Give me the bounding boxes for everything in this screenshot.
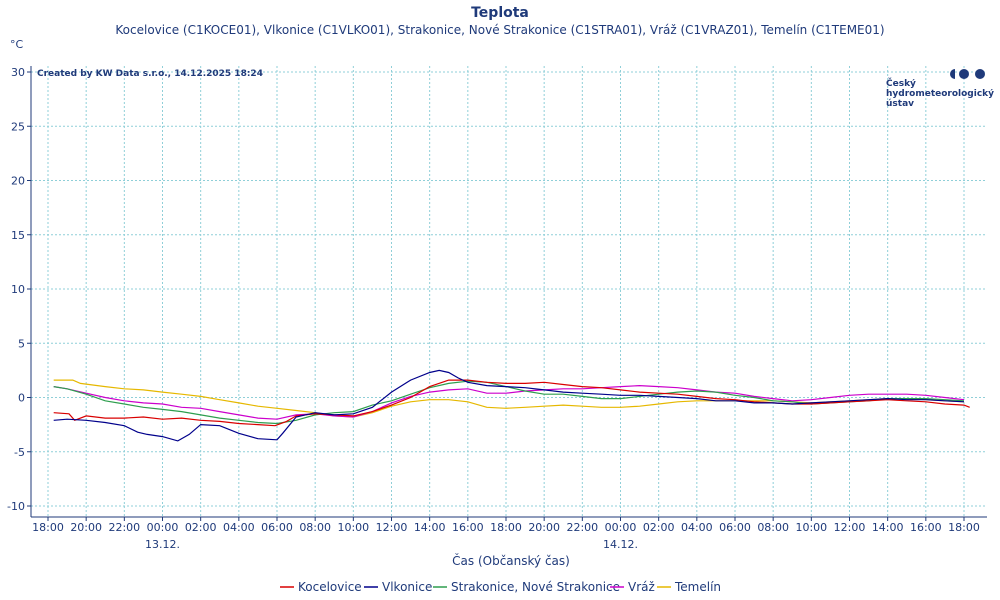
x-tick-label: 00:00: [605, 521, 637, 534]
x-tick-label: 12:00: [834, 521, 866, 534]
y-tick-label: 15: [11, 229, 25, 242]
y-tick-label: 0: [18, 392, 25, 405]
y-tick-label: 5: [18, 337, 25, 350]
chmi-logo: Český hydrometeorologický ústav: [886, 69, 994, 109]
logo-line-2: hydrometeorologický: [886, 89, 994, 99]
x-tick-label: 08:00: [299, 521, 331, 534]
chart-title: Teplota: [471, 5, 529, 21]
x-tick-label: 20:00: [70, 521, 102, 534]
y-tick-label: 20: [11, 175, 25, 188]
series-line-vr-: [53, 384, 965, 420]
series-line-kocelovice: [53, 379, 970, 427]
y-tick-label: 10: [11, 283, 25, 296]
axes: [27, 66, 987, 521]
y-tick-label: 25: [11, 120, 25, 133]
logo-line-3: ústav: [886, 99, 914, 109]
x-tick-label: 14:00: [872, 521, 904, 534]
y-tick-labels: 30 25 20 15 10 5 0 -5 -10: [7, 66, 25, 513]
legend-label: Strakonice, Nové Strakonice: [451, 580, 620, 594]
x-tick-label: 06:00: [719, 521, 751, 534]
x-tick-label: 10:00: [795, 521, 827, 534]
logo-line-1: Český: [886, 77, 916, 89]
x-tick-label: 02:00: [185, 521, 217, 534]
series-group: [53, 369, 970, 442]
series-line-temel-n: [53, 379, 965, 418]
grid: [31, 66, 987, 517]
x-tick-label: 04:00: [681, 521, 713, 534]
x-date-label: 13.12.: [145, 538, 180, 551]
x-axis-label: Čas (Občanský čas): [452, 553, 570, 568]
x-tick-label: 04:00: [223, 521, 255, 534]
credit-text: Created by KW Data s.r.o., 14.12.2025 18…: [37, 69, 263, 79]
chart-subtitle: Kocelovice (C1KOCE01), Vlkonice (C1VLKO0…: [115, 23, 884, 37]
y-axis-unit: °C: [10, 38, 24, 51]
x-tick-label: 18:00: [948, 521, 980, 534]
y-tick-label: -5: [14, 446, 25, 459]
legend-label: Temelín: [674, 580, 721, 594]
x-date-label: 14.12.: [603, 538, 638, 551]
legend-label: Vlkonice: [382, 580, 432, 594]
legend-label: Kocelovice: [298, 580, 362, 594]
legend-label: Vráž: [628, 580, 655, 594]
x-tick-label: 14:00: [414, 521, 446, 534]
x-tick-label: 18:00: [490, 521, 522, 534]
x-tick-label: 12:00: [376, 521, 408, 534]
x-tick-label: 08:00: [757, 521, 789, 534]
y-tick-label: -10: [7, 500, 25, 513]
x-tick-label: 16:00: [910, 521, 942, 534]
x-tick-label: 16:00: [452, 521, 484, 534]
x-tick-label: 22:00: [108, 521, 140, 534]
y-tick-label: 30: [11, 66, 25, 79]
logo-mark-icon: [950, 69, 985, 79]
x-tick-label: 18:00: [32, 521, 64, 534]
series-line-vlkonice: [53, 369, 965, 442]
x-tick-label: 00:00: [147, 521, 179, 534]
legend: Kocelovice Vlkonice Strakonice, Nové Strak…: [280, 580, 721, 594]
x-tick-label: 10:00: [337, 521, 369, 534]
x-tick-label: 06:00: [261, 521, 293, 534]
x-tick-label: 02:00: [643, 521, 675, 534]
x-tick-label: 22:00: [566, 521, 598, 534]
x-tick-labels: 18:00 20:00 22:00 00:00 13.12. 02:00 04:00 06:0…: [32, 521, 980, 551]
x-tick-label: 20:00: [528, 521, 560, 534]
